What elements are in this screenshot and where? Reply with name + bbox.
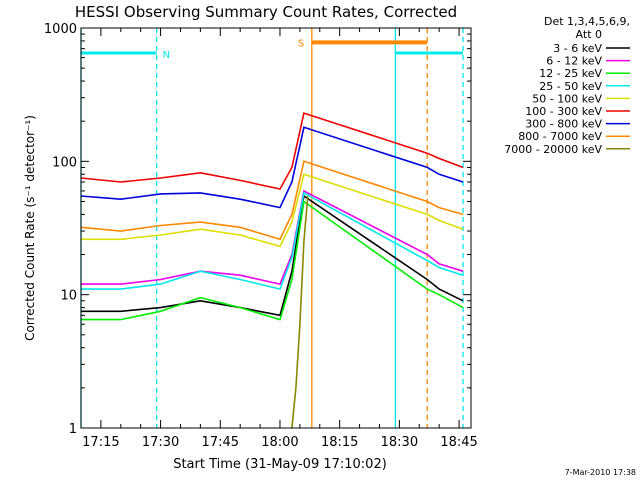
legend-label: 50 - 100 keV <box>532 92 602 105</box>
x-tick-label: 17:45 <box>202 435 239 450</box>
series-line <box>81 200 464 321</box>
legend-label: 12 - 25 keV <box>539 67 602 80</box>
series-line <box>81 191 464 291</box>
series-line <box>81 173 464 248</box>
x-tick-label: 17:30 <box>142 435 179 450</box>
legend-label: 800 - 7000 keV <box>518 130 602 143</box>
series-line <box>80 160 464 241</box>
series-line <box>80 112 464 190</box>
x-tick-label: 18:15 <box>321 435 358 450</box>
legend-label: 25 - 50 keV <box>539 80 602 93</box>
y-axis-label: Corrected Count Rate (s⁻¹ detector⁻¹) <box>23 115 37 341</box>
x-axis: 17:15 17:30 17:45 18:00 18:15 18:30 18:45 <box>80 28 478 450</box>
x-tick-label: 18:30 <box>381 435 418 450</box>
legend-header-1: Det 1,3,4,5,6,9, <box>544 15 630 28</box>
plot-timestamp: 7-Mar-2010 17:38 <box>565 468 636 477</box>
saa-label: S <box>298 38 304 49</box>
plot-frame <box>80 27 472 429</box>
series-line <box>81 194 464 317</box>
series-line <box>80 126 464 209</box>
plot-area: NS <box>80 28 464 429</box>
legend-label: 300 - 800 keV <box>525 118 602 131</box>
legend-label: 3 - 6 keV <box>553 42 602 55</box>
series-line <box>81 189 464 286</box>
y-tick-label: 100 <box>52 155 77 170</box>
y-tick-label: 1 <box>69 422 77 437</box>
night-label: N <box>163 50 170 61</box>
y-axis: 1 10 100 1000 <box>44 22 471 437</box>
chart-title: HESSI Observing Summary Count Rates, Cor… <box>75 3 457 21</box>
legend-label: 100 - 300 keV <box>525 105 602 118</box>
legend-label: 7000 - 20000 keV <box>504 143 602 156</box>
legend-label: 6 - 12 keV <box>546 55 602 68</box>
legend-header-2: Att 0 <box>576 28 602 41</box>
x-tick-label: 18:00 <box>261 435 298 450</box>
series-line <box>291 195 309 429</box>
x-axis-label: Start Time (31-May-09 17:10:02) <box>173 457 387 472</box>
y-tick-label: 1000 <box>44 22 77 37</box>
y-tick-label: 10 <box>60 289 77 304</box>
x-tick-label: 17:15 <box>82 435 119 450</box>
x-tick-label: 18:45 <box>440 435 477 450</box>
